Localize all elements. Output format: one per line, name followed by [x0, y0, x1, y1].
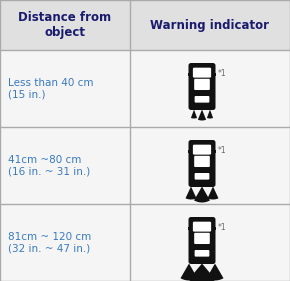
FancyBboxPatch shape [194, 79, 210, 90]
Text: 41cm ~80 cm
(16 in. ~ 31 in.): 41cm ~80 cm (16 in. ~ 31 in.) [8, 155, 90, 176]
FancyBboxPatch shape [188, 217, 215, 264]
Polygon shape [188, 264, 215, 281]
Polygon shape [198, 110, 206, 121]
Text: *1: *1 [218, 146, 226, 155]
Bar [0, 204, 290, 281]
Text: *1: *1 [218, 223, 226, 232]
Bar [0, 50, 290, 127]
Text: Distance from
object: Distance from object [19, 11, 112, 39]
Polygon shape [206, 264, 224, 280]
Polygon shape [207, 110, 213, 119]
Polygon shape [194, 187, 210, 203]
Bar [188, 227, 191, 230]
FancyBboxPatch shape [193, 145, 211, 155]
Bar [213, 73, 216, 76]
Bar [0, 127, 290, 204]
FancyBboxPatch shape [188, 140, 215, 187]
FancyBboxPatch shape [195, 96, 209, 103]
Text: Warning indicator: Warning indicator [151, 19, 269, 31]
Polygon shape [191, 110, 197, 119]
Polygon shape [186, 187, 197, 200]
Bar [213, 150, 216, 153]
FancyBboxPatch shape [194, 156, 210, 167]
Bar [213, 227, 216, 230]
Bar [188, 150, 191, 153]
FancyBboxPatch shape [193, 68, 211, 78]
Text: Less than 40 cm
(15 in.): Less than 40 cm (15 in.) [8, 78, 93, 99]
FancyBboxPatch shape [195, 250, 209, 257]
Bar [0, 0, 290, 50]
Text: *1: *1 [218, 69, 226, 78]
Polygon shape [208, 187, 218, 200]
FancyBboxPatch shape [195, 173, 209, 180]
FancyBboxPatch shape [188, 63, 215, 110]
FancyBboxPatch shape [194, 233, 210, 244]
Bar [188, 73, 191, 76]
Polygon shape [180, 264, 197, 280]
FancyBboxPatch shape [193, 222, 211, 232]
Text: 81cm ~ 120 cm
(32 in. ~ 47 in.): 81cm ~ 120 cm (32 in. ~ 47 in.) [8, 232, 91, 253]
